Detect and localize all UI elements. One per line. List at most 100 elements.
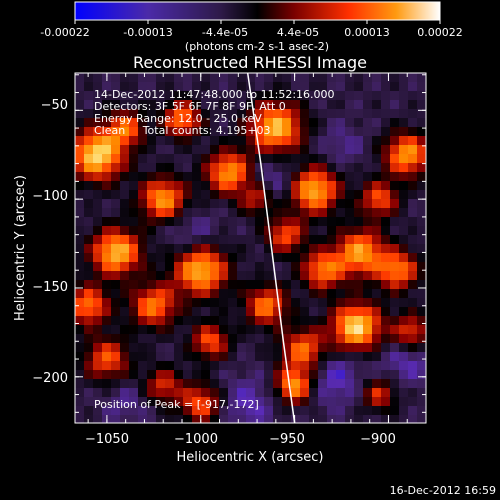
heatmap-cell <box>174 181 184 191</box>
heatmap-cell <box>327 82 337 92</box>
heatmap-cell <box>210 100 220 110</box>
heatmap-cell <box>210 379 220 389</box>
heatmap-cell <box>147 109 157 119</box>
heatmap-cell <box>246 325 256 335</box>
heatmap-cell <box>228 244 238 254</box>
heatmap-cell <box>237 91 247 101</box>
heatmap-cell <box>138 280 148 290</box>
heatmap-cell <box>282 343 292 353</box>
heatmap-cell <box>93 109 103 119</box>
heatmap-cell <box>390 181 400 191</box>
footer-timestamp: 16-Dec-2012 16:59 <box>390 484 496 497</box>
heatmap-cell <box>390 280 400 290</box>
heatmap-cell <box>237 280 247 290</box>
heatmap-cell <box>264 136 274 146</box>
heatmap-cell <box>300 73 310 83</box>
heatmap-cell <box>84 235 94 245</box>
heatmap-cell <box>318 280 328 290</box>
heatmap-cell <box>264 253 274 263</box>
heatmap-cell <box>174 280 184 290</box>
heatmap-cell <box>408 91 418 101</box>
heatmap-cell <box>156 127 166 137</box>
heatmap-cell <box>120 316 130 326</box>
heatmap-cell <box>255 181 265 191</box>
heatmap-cell <box>273 406 283 416</box>
heatmap-cell <box>345 253 355 263</box>
heatmap-cell <box>408 172 418 182</box>
heatmap-cell <box>192 406 202 416</box>
heatmap-cell <box>291 325 301 335</box>
heatmap-cell <box>120 163 130 173</box>
heatmap-cell <box>102 226 112 236</box>
heatmap-cell <box>381 217 391 227</box>
heatmap-cell <box>174 172 184 182</box>
heatmap-cell <box>147 271 157 281</box>
heatmap-cell <box>327 91 337 101</box>
heatmap-cell <box>84 127 94 137</box>
heatmap-cell <box>228 343 238 353</box>
heatmap-cell <box>201 316 211 326</box>
heatmap-cell <box>354 379 364 389</box>
heatmap-cell <box>345 397 355 407</box>
heatmap-cell <box>363 244 373 254</box>
heatmap-cell <box>237 190 247 200</box>
heatmap-cell <box>417 100 426 110</box>
heatmap-cell <box>210 154 220 164</box>
heatmap-cell <box>129 73 139 83</box>
heatmap-cell <box>345 163 355 173</box>
heatmap-cell <box>381 226 391 236</box>
heatmap-cell <box>228 307 238 317</box>
heatmap-cell <box>174 262 184 272</box>
heatmap-cell <box>192 352 202 362</box>
heatmap-cell <box>102 100 112 110</box>
heatmap-cell <box>147 244 157 254</box>
heatmap-cell <box>327 136 337 146</box>
heatmap-cell <box>84 298 94 308</box>
heatmap-cell <box>336 145 346 155</box>
heatmap-cell <box>111 136 121 146</box>
heatmap-cell <box>345 298 355 308</box>
heatmap-cell <box>138 325 148 335</box>
heatmap-cell <box>309 100 319 110</box>
heatmap-cell <box>192 208 202 218</box>
heatmap-cell <box>309 280 319 290</box>
heatmap-cell <box>156 217 166 227</box>
heatmap-cell <box>138 118 148 128</box>
heatmap-cell <box>381 73 391 83</box>
heatmap-cell <box>237 325 247 335</box>
heatmap-cell <box>417 244 426 254</box>
heatmap-cell <box>111 397 121 407</box>
heatmap-cell <box>399 307 409 317</box>
heatmap-cell <box>273 352 283 362</box>
heatmap-cell <box>156 163 166 173</box>
heatmap-cell <box>309 397 319 407</box>
heatmap-cell <box>300 343 310 353</box>
heatmap-cell <box>372 352 382 362</box>
heatmap-cell <box>417 154 426 164</box>
heatmap-cell <box>165 172 175 182</box>
heatmap-cell <box>111 73 121 83</box>
heatmap-cell <box>219 100 229 110</box>
heatmap-cell <box>408 388 418 398</box>
heatmap-cell <box>255 316 265 326</box>
heatmap-cell <box>282 172 292 182</box>
heatmap-cell <box>345 406 355 416</box>
heatmap-cell <box>84 370 94 380</box>
heatmap-cell <box>363 307 373 317</box>
heatmap-cell <box>345 343 355 353</box>
heatmap-cell <box>273 280 283 290</box>
heatmap-cell <box>318 91 328 101</box>
heatmap-cell <box>408 181 418 191</box>
heatmap-cell <box>129 370 139 380</box>
heatmap-cell <box>309 208 319 218</box>
heatmap-cell <box>390 289 400 299</box>
heatmap-cell <box>156 253 166 263</box>
heatmap-cell <box>390 334 400 344</box>
heatmap-cell <box>255 235 265 245</box>
heatmap-cell <box>156 388 166 398</box>
heatmap-cell <box>417 199 426 209</box>
heatmap-cell <box>399 262 409 272</box>
heatmap-cell <box>219 127 229 137</box>
heatmap-cell <box>282 415 292 423</box>
heatmap-cell <box>138 217 148 227</box>
